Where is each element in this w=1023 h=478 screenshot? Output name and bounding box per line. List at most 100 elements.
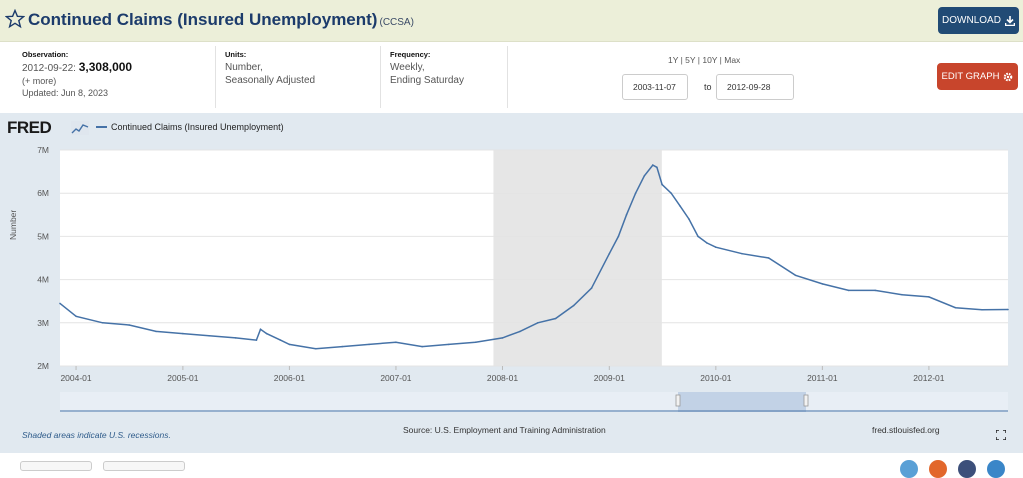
data-point xyxy=(279,339,282,341)
frequency-label: Frequency: xyxy=(390,50,431,59)
data-point xyxy=(448,343,450,346)
data-point xyxy=(688,218,690,220)
data-point xyxy=(128,324,130,326)
x-tick-label: 2012-01 xyxy=(913,373,944,383)
source-text: Source: U.S. Employment and Training Adm… xyxy=(403,425,606,435)
y-tick-label: 3M xyxy=(37,318,49,328)
start-date-input[interactable]: 2003-11-07 xyxy=(622,74,688,100)
data-point xyxy=(741,252,743,255)
share-icon[interactable] xyxy=(987,460,1005,478)
bottom-strip xyxy=(0,453,1023,465)
edit-graph-button[interactable]: EDIT GRAPH xyxy=(937,63,1018,90)
range-selector[interactable]: 1Y | 5Y | 10Y | Max xyxy=(668,55,741,65)
header-bar xyxy=(0,0,1023,42)
data-point xyxy=(101,322,104,324)
data-point xyxy=(670,192,672,194)
data-point xyxy=(652,164,654,166)
x-tick-label: 2009-01 xyxy=(594,373,625,383)
page-title: Continued Claims (Insured Unemployment)(… xyxy=(28,10,414,29)
observation-block: Observation: 2012-09-22: 3,308,000 (+ mo… xyxy=(22,42,212,112)
data-point xyxy=(341,345,344,348)
observation-date: 2012-09-22: xyxy=(22,63,76,74)
download-button[interactable]: DOWNLOAD xyxy=(938,7,1019,34)
data-point xyxy=(981,309,983,311)
star-icon[interactable] xyxy=(5,9,25,29)
units-label: Units: xyxy=(225,50,247,59)
navigator-background xyxy=(60,392,1008,412)
data-point xyxy=(715,246,717,248)
y-tick-label: 7M xyxy=(37,145,49,155)
data-point xyxy=(656,166,658,169)
end-date-input[interactable]: 2012-09-28 xyxy=(716,74,794,100)
data-point xyxy=(617,235,620,238)
data-point xyxy=(847,289,850,292)
divider xyxy=(507,46,508,108)
data-point xyxy=(572,304,575,307)
data-point xyxy=(255,339,258,341)
data-point xyxy=(794,274,797,277)
site-link[interactable]: fred.stlouisfed.org xyxy=(872,425,940,435)
data-point xyxy=(874,289,876,292)
navigator-selection xyxy=(678,392,806,412)
data-point xyxy=(314,347,317,350)
to-label: to xyxy=(704,82,712,92)
data-point xyxy=(634,192,637,194)
y-tick-label: 6M xyxy=(37,188,49,198)
divider xyxy=(380,46,381,108)
data-point xyxy=(288,343,291,346)
share-icon[interactable] xyxy=(900,460,918,478)
recession-note: Shaded areas indicate U.S. recessions. xyxy=(22,430,171,440)
data-point xyxy=(395,341,397,343)
units-line1: Number, xyxy=(225,62,263,73)
data-point xyxy=(554,317,557,320)
series-code: (CCSA) xyxy=(379,17,414,28)
fred-logo[interactable]: FRED xyxy=(7,118,52,137)
data-point xyxy=(928,296,930,298)
frequency-line1: Weekly, xyxy=(390,62,425,73)
data-point xyxy=(590,287,593,289)
units-line2: Seasonally Adjusted xyxy=(225,75,316,86)
data-point xyxy=(501,337,504,339)
navigator-handle xyxy=(675,394,681,407)
more-link[interactable]: (+ more) xyxy=(22,76,57,86)
frequency-block: Frequency: Weekly, Ending Saturday xyxy=(390,42,510,112)
x-tick-label: 2004-01 xyxy=(60,373,91,383)
chart-svg: 2M 3M 4M 5M 6M 7M 2004-01 2005-01 2006-01 2007-01… xyxy=(37,145,1009,412)
data-point xyxy=(155,330,157,333)
download-icon xyxy=(1004,15,1015,26)
data-point xyxy=(679,205,681,207)
data-point xyxy=(208,335,210,337)
x-tick-label: 2008-01 xyxy=(487,373,518,383)
edit-graph-label: EDIT GRAPH xyxy=(941,71,1000,82)
data-point xyxy=(608,252,611,255)
x-tick-label: 2005-01 xyxy=(167,373,198,383)
data-point xyxy=(954,306,957,309)
share-icon[interactable] xyxy=(929,460,947,478)
data-point xyxy=(697,235,699,238)
x-tick-label: 2007-01 xyxy=(380,373,411,383)
units-block: Units: Number, Seasonally Adjusted xyxy=(225,42,375,112)
tab-stub[interactable] xyxy=(103,461,185,471)
legend-label: Continued Claims (Insured Unemployment) xyxy=(111,122,284,132)
data-point xyxy=(59,302,61,305)
fullscreen-icon[interactable] xyxy=(996,430,1006,440)
divider xyxy=(215,46,216,108)
data-point xyxy=(421,345,424,348)
data-point xyxy=(643,175,646,177)
observation-label: Observation: xyxy=(22,50,69,59)
y-tick-label: 2M xyxy=(37,361,49,371)
observation-value: 3,308,000 xyxy=(78,60,133,74)
data-point xyxy=(519,330,521,333)
share-icon[interactable] xyxy=(958,460,976,478)
download-label: DOWNLOAD xyxy=(942,15,1001,26)
data-point xyxy=(625,214,628,216)
data-point xyxy=(901,293,903,296)
x-tick-label: 2010-01 xyxy=(700,373,731,383)
data-point xyxy=(75,315,77,318)
data-point xyxy=(661,183,663,186)
data-point xyxy=(265,332,268,335)
data-point xyxy=(537,322,539,324)
y-tick-label: 4M xyxy=(37,275,49,285)
tab-stub[interactable] xyxy=(20,461,92,471)
chart-legend: Continued Claims (Insured Unemployment) xyxy=(96,122,284,132)
